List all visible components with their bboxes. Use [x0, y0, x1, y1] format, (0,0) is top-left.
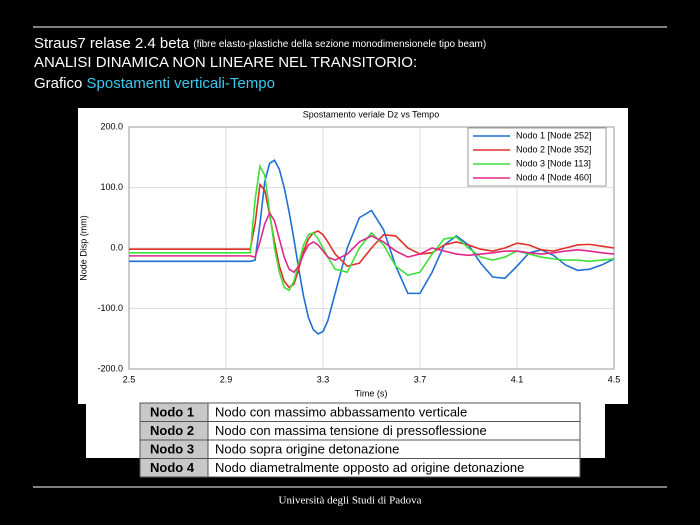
title: Straus7 relase 2.4 beta	[34, 35, 190, 52]
row-label: Nodo 2	[150, 423, 194, 438]
series-line	[129, 163, 615, 292]
row-text: Nodo con massima tensione di pressofless…	[215, 423, 487, 438]
series-line	[129, 211, 615, 274]
legend-label: Nodo 3 [Node 113]	[516, 158, 591, 168]
table-cell	[207, 458, 581, 478]
x-tick-label: 4.5	[608, 374, 621, 384]
y-tick-label: 100.0	[100, 182, 123, 192]
y-axis-label: Node Disp (mm)	[78, 215, 88, 281]
subtitle: ANALISI DINAMICA NON LINEARE NEL TRANSIT…	[34, 54, 417, 71]
row-text: Nodo sopra origine detonazione	[215, 442, 399, 457]
x-tick-label: 2.5	[123, 374, 136, 384]
footer: Università degli Studi di Padova	[279, 495, 422, 507]
header-line: Straus7 relase 2.4 beta (fibre elasto-pl…	[34, 35, 486, 52]
y-tick-label: -200.0	[97, 363, 123, 373]
row-label: Nodo 1	[150, 405, 194, 420]
legend-label: Nodo 2 [Node 352]	[516, 144, 592, 154]
x-tick-label: 2.9	[220, 374, 233, 384]
legend-label: Nodo 1 [Node 252]	[516, 130, 592, 140]
table: Nodo 1 Nodo con massimo abbassamento vert…	[139, 402, 581, 478]
legend: Nodo 1 [Node 252] Nodo 2 [Node 352] Nodo 3…	[467, 127, 607, 187]
lines	[129, 159, 615, 335]
caption-highlight: Spostamenti verticali-Tempo	[87, 75, 275, 92]
row-text: Nodo diametralmente opposto ad origine d…	[215, 460, 524, 475]
y-tick-label: 0.0	[110, 242, 123, 252]
note: (fibre elasto-plastiche della sezione mo…	[193, 39, 486, 50]
x-tick-label: 3.3	[317, 374, 330, 384]
series-line	[129, 182, 615, 289]
x-tick-label: 4.1	[511, 374, 524, 384]
caption: Grafico Spostamenti verticali-Tempo	[34, 75, 275, 92]
x-axis-label: Time (s)	[355, 388, 388, 398]
caption-prefix: Grafico	[34, 75, 82, 92]
legend-label: Nodo 4 [Node 460]	[516, 172, 592, 182]
y-tick-label: 200.0	[100, 121, 123, 131]
legend-box	[467, 127, 607, 187]
row-label: Nodo 4	[150, 460, 195, 475]
row-text: Nodo con massimo abbassamento verticale	[215, 405, 467, 420]
chart-title: Spostamento veriale Dz vs Tempo	[303, 109, 439, 119]
x-tick-label: 3.7	[414, 374, 427, 384]
row-label: Nodo 3	[150, 442, 194, 457]
y-tick-label: -100.0	[97, 303, 123, 313]
